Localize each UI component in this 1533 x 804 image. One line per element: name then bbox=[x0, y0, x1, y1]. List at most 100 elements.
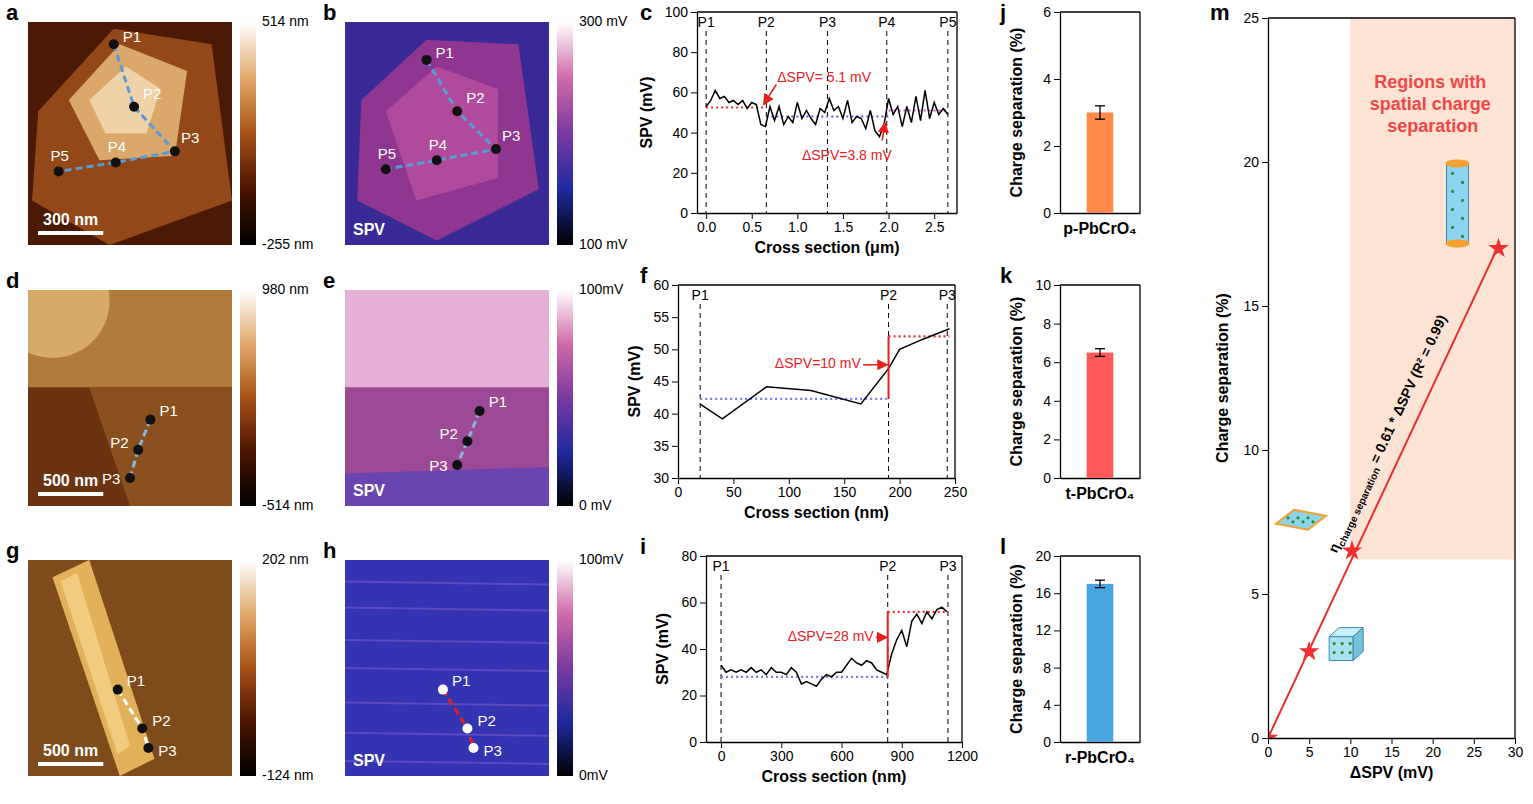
tick-label: 250 bbox=[944, 484, 968, 500]
difference-line bbox=[888, 336, 890, 398]
tick: 30 bbox=[653, 470, 678, 486]
map-label: SPV bbox=[353, 752, 385, 769]
tick: 25 bbox=[1243, 10, 1268, 26]
tick-label: 12 bbox=[1035, 622, 1051, 638]
profile-path bbox=[118, 690, 149, 748]
colorbar-label: 980 nm bbox=[262, 281, 309, 297]
image-region bbox=[61, 573, 130, 754]
icon-part bbox=[1306, 516, 1309, 519]
tick: 60 bbox=[672, 84, 697, 100]
panel-letter: g bbox=[6, 538, 19, 563]
tick-mark bbox=[1262, 162, 1268, 163]
icon-rod bbox=[1446, 159, 1470, 247]
tick: 4 bbox=[1043, 697, 1060, 713]
y-axis-title: Charge separation (%) bbox=[1008, 297, 1025, 467]
error-bar bbox=[1095, 106, 1105, 119]
tick-label: 10 bbox=[1343, 744, 1359, 760]
marker-label: P3 bbox=[939, 558, 956, 574]
tick-label: 0 bbox=[718, 748, 726, 764]
tick-label: 6 bbox=[1043, 4, 1051, 20]
image-streak bbox=[345, 668, 549, 671]
frame bbox=[956, 12, 957, 213]
chart-panel: i03006009001200020406080Cross section (n… bbox=[640, 534, 978, 785]
data-point bbox=[1299, 641, 1319, 660]
tick: 900 bbox=[891, 742, 915, 764]
panel-letter: h bbox=[323, 538, 336, 563]
tick-mark bbox=[1262, 306, 1268, 307]
x-axis-title: Cross section (nm) bbox=[744, 504, 889, 521]
image bbox=[28, 290, 232, 506]
icon-part bbox=[1353, 628, 1363, 661]
bar bbox=[1087, 584, 1114, 742]
tick: 20 bbox=[1243, 154, 1268, 170]
y-axis-title: SPV (mV) bbox=[626, 345, 643, 417]
y-axis: 020406080100 bbox=[665, 4, 698, 221]
colorbar-label: -255 nm bbox=[262, 236, 313, 252]
tick: 0 bbox=[675, 478, 683, 500]
frame bbox=[1139, 285, 1140, 478]
frame bbox=[697, 11, 957, 12]
panel-letter: b bbox=[323, 0, 336, 25]
position-marker bbox=[700, 304, 701, 478]
tick-mark bbox=[1054, 79, 1060, 80]
point-label: P4 bbox=[429, 136, 447, 153]
y-axis-title: SPV (mV) bbox=[638, 76, 655, 148]
scale-bar bbox=[38, 762, 103, 766]
tick: 80 bbox=[681, 548, 706, 564]
icon-part bbox=[1451, 208, 1454, 211]
tick-label: 55 bbox=[653, 309, 669, 325]
axis-line bbox=[1061, 478, 1141, 479]
colorbar bbox=[557, 560, 573, 776]
tick-label: 45 bbox=[653, 373, 669, 389]
tick: 30 bbox=[1508, 738, 1524, 760]
tick-label: 15 bbox=[1384, 744, 1400, 760]
chart-panel: m0510152025300510152025ΔSPV (mV)Charge s… bbox=[1210, 0, 1523, 781]
colorbar-label: 100 mV bbox=[579, 236, 628, 252]
tick: 200 bbox=[888, 478, 912, 500]
tick: 15 bbox=[1243, 298, 1268, 314]
marker-label: P5 bbox=[939, 14, 956, 30]
position-marker bbox=[887, 575, 888, 742]
tick-label: 150 bbox=[833, 484, 857, 500]
profile-point bbox=[475, 406, 485, 416]
profile-point bbox=[111, 157, 121, 167]
profile-point bbox=[133, 445, 143, 455]
tick: 2 bbox=[1043, 138, 1060, 154]
panel-letter: m bbox=[1210, 0, 1230, 25]
position-marker bbox=[947, 575, 948, 742]
tick-label: 20 bbox=[672, 165, 688, 181]
axis-line bbox=[679, 478, 956, 479]
position-marker bbox=[827, 31, 828, 213]
reference-line bbox=[700, 398, 888, 400]
icon-part bbox=[1276, 510, 1326, 530]
tick-mark bbox=[1054, 401, 1060, 402]
annotation-arrow bbox=[863, 364, 887, 366]
plot-area bbox=[1087, 349, 1114, 478]
tick: 250 bbox=[944, 478, 968, 500]
tick-label: 100 bbox=[778, 484, 802, 500]
tick: 20 bbox=[1035, 548, 1060, 564]
tick: 1200 bbox=[947, 742, 978, 764]
tick: 0 bbox=[689, 734, 706, 750]
error-bar-cap bbox=[1095, 587, 1105, 588]
point-label: P1 bbox=[127, 672, 145, 689]
panel-letter: d bbox=[6, 268, 19, 293]
icon-cube bbox=[1329, 628, 1363, 661]
axis-line bbox=[707, 742, 963, 743]
x-axis: 050100150200250 bbox=[675, 478, 968, 500]
data-point bbox=[1488, 238, 1508, 257]
data-line bbox=[700, 329, 949, 419]
fit-line bbox=[1268, 246, 1499, 738]
point-label: P3 bbox=[102, 470, 120, 487]
tick-mark bbox=[672, 478, 678, 479]
frame bbox=[678, 284, 955, 285]
icon-part bbox=[1329, 637, 1353, 661]
data-point bbox=[1268, 727, 1278, 738]
tick-mark bbox=[700, 603, 706, 604]
profile-point bbox=[125, 473, 135, 483]
tick-label: 6 bbox=[1043, 354, 1051, 370]
tick: 5 bbox=[1251, 586, 1268, 602]
tick: 0 bbox=[1043, 470, 1060, 486]
annotation: ΔSPV=3.8 mV bbox=[802, 147, 893, 163]
point-label: P3 bbox=[484, 742, 502, 759]
